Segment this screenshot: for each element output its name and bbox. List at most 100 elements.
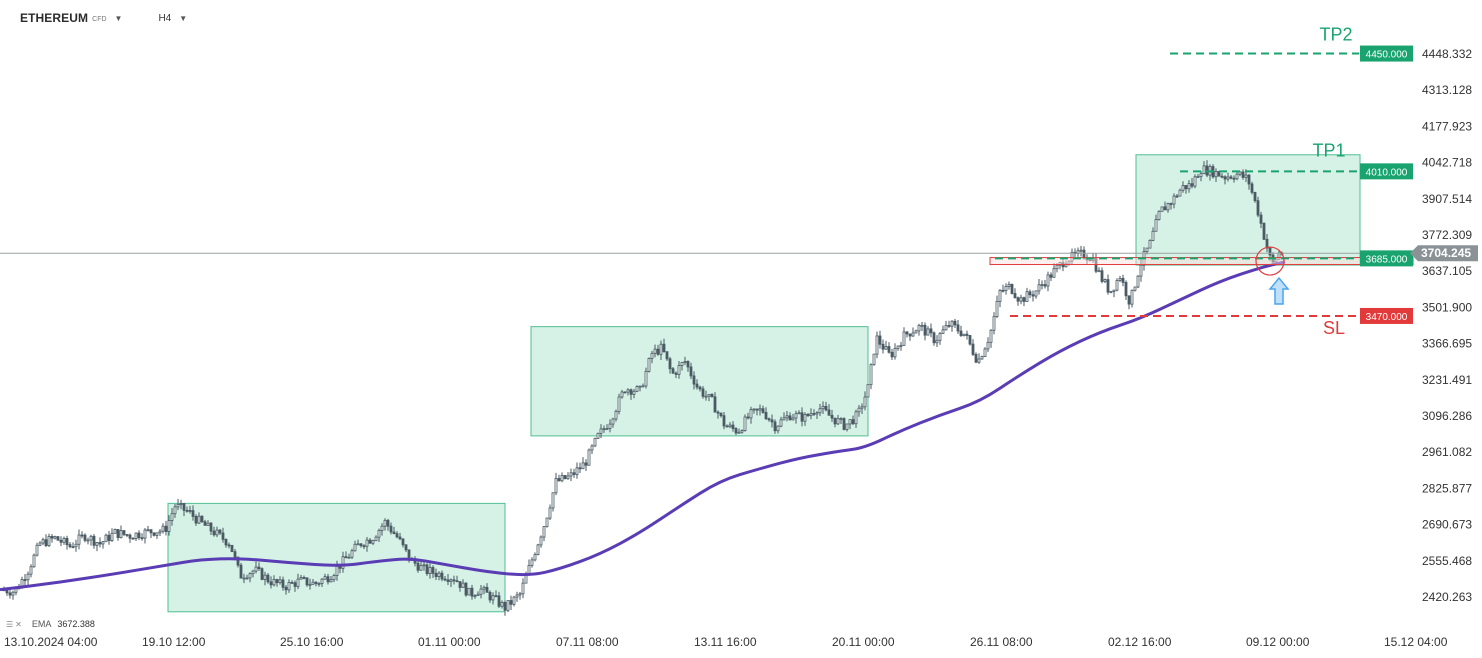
candle-body (761, 408, 765, 413)
candle-body (149, 529, 153, 534)
candle-body (671, 368, 675, 374)
candle-body (488, 591, 492, 601)
candle-body (134, 532, 138, 539)
candle-body (992, 316, 996, 331)
candle-body (1244, 174, 1248, 178)
x-tick-label: 13.10.2024 04:00 (4, 635, 98, 649)
timeframe-dropdown-icon[interactable]: ▼ (179, 13, 188, 23)
candle-body (1079, 249, 1083, 252)
candle-body (509, 600, 513, 605)
candle-body (41, 539, 45, 544)
candle-body (590, 445, 594, 451)
candle-body (464, 582, 468, 596)
y-tick-label: 2555.468 (1422, 554, 1472, 568)
candle-body (404, 544, 408, 551)
candle-body (692, 375, 696, 385)
candle-body (965, 333, 969, 336)
y-tick-label: 3907.514 (1422, 192, 1472, 206)
candle-body (362, 545, 366, 548)
candle-body (917, 324, 921, 332)
candle-body (563, 475, 567, 480)
candle-body (59, 539, 63, 543)
candle-body (983, 348, 987, 357)
candle-body (1151, 230, 1155, 241)
candle-body (806, 413, 810, 417)
candle-body (1175, 195, 1179, 198)
y-tick-label: 4177.923 (1422, 119, 1472, 133)
current-price-value: 3704.245 (1421, 246, 1471, 260)
price-axis[interactable]: 4448.332 4313.128 4177.923 4042.718 3907.514… (1410, 47, 1478, 604)
candle-body (104, 534, 108, 543)
candle-body (83, 534, 87, 541)
level-tag-3685.000: 3685.000 (1360, 250, 1413, 267)
candle-body (272, 579, 276, 586)
candle-body (734, 428, 738, 434)
candle-body (356, 543, 360, 546)
candle-body (1010, 283, 1014, 294)
candle-body (1034, 290, 1038, 297)
candle-body (971, 343, 975, 355)
candle-body (614, 410, 618, 420)
candle-body (470, 587, 474, 597)
consolidation-zone-3 (1135, 154, 1361, 266)
candle-body (1124, 282, 1128, 297)
timeframe-selector[interactable]: H4 (158, 12, 172, 24)
candle-body (866, 384, 870, 398)
candle-body (113, 529, 117, 534)
candle-body (317, 583, 321, 585)
indicator-close-icon[interactable]: ✕ (15, 619, 22, 629)
candle-body (920, 324, 924, 327)
buy-arrow-icon (1268, 276, 1290, 305)
candle-body (383, 519, 387, 527)
candle-body (476, 593, 480, 596)
candle-body (245, 577, 249, 580)
candle-body (647, 358, 651, 372)
candle-body (839, 418, 843, 420)
candle-body (287, 582, 291, 591)
candle-body (929, 328, 933, 334)
time-axis[interactable]: 13.10.2024 04:00 19.10 12:00 25.10 16:00 01… (4, 635, 1448, 649)
candle-body (773, 421, 777, 432)
candle-body (539, 536, 543, 546)
candle-body (947, 325, 951, 327)
candle-body (428, 567, 432, 574)
candle-body (1115, 280, 1119, 291)
candle-body (164, 525, 168, 532)
candle-body (551, 492, 555, 509)
indicator-value: 3672.388 (57, 619, 95, 629)
candle-body (794, 413, 798, 419)
candle-body (101, 541, 105, 545)
candle-body (740, 430, 744, 433)
candle-body (776, 425, 780, 432)
candle-body (719, 412, 723, 417)
candle-body (932, 332, 936, 344)
candle-body (257, 566, 261, 570)
candle-body (269, 581, 273, 586)
candle-body (914, 330, 918, 334)
symbol-dropdown-icon[interactable]: ▼ (114, 13, 123, 23)
candle-body (950, 320, 954, 327)
candle-body (182, 503, 186, 511)
candle-body (377, 530, 381, 538)
candle-body (959, 330, 963, 336)
candle-body (926, 328, 930, 336)
candle-body (575, 467, 579, 475)
candle-body (386, 519, 390, 527)
candle-body (749, 409, 753, 419)
candle-body (308, 583, 312, 586)
level-tag-text: 3470.000 (1366, 312, 1408, 323)
candle-body (737, 431, 741, 434)
candle-body (605, 428, 609, 430)
candle-body (1022, 297, 1026, 302)
candle-body (512, 596, 516, 605)
candle-body (1007, 283, 1011, 287)
symbol-name[interactable]: ETHEREUM (20, 11, 89, 25)
candle-body (119, 530, 123, 539)
level-tag-text: 4010.000 (1366, 167, 1408, 178)
indicator-settings-icon[interactable]: ☰ (6, 619, 14, 629)
candle-body (1256, 200, 1260, 216)
candle-body (254, 566, 258, 572)
candle-body (1169, 203, 1173, 205)
candle-body (710, 393, 714, 398)
